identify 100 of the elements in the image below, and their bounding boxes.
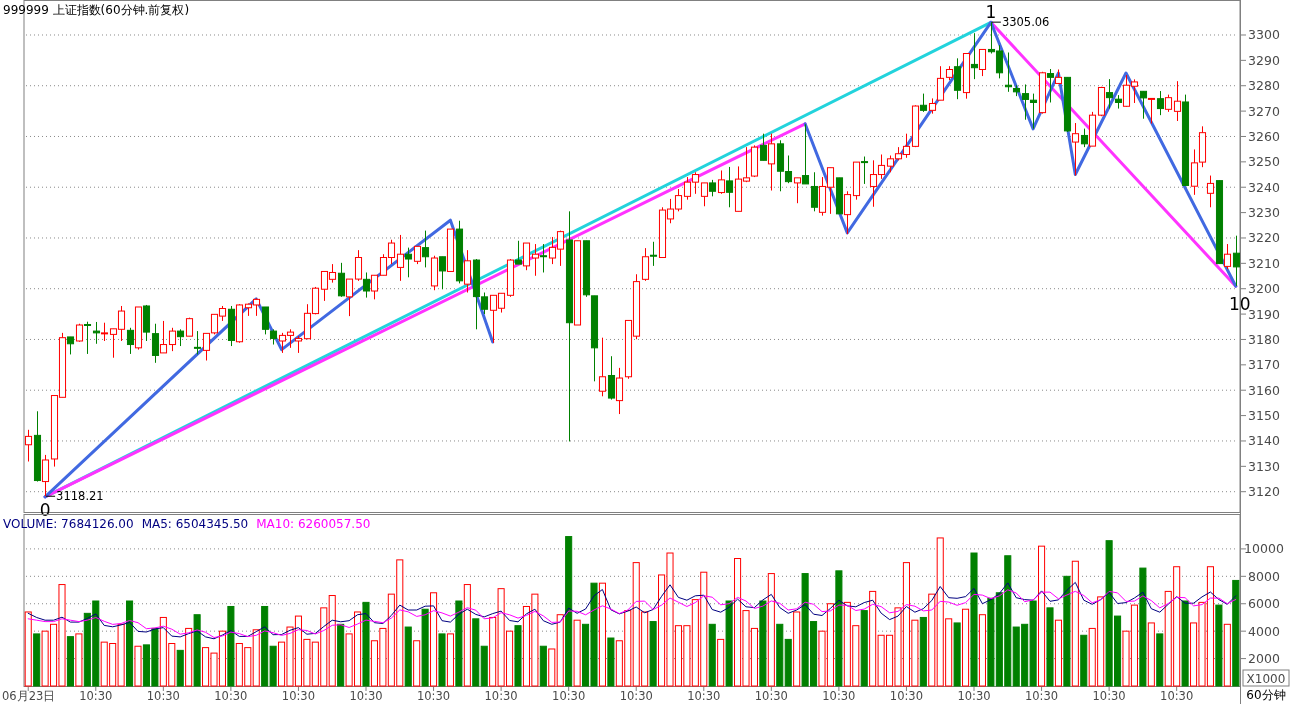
candlestick bbox=[100, 322, 109, 342]
candlestick bbox=[1071, 122, 1080, 177]
bar bbox=[455, 600, 463, 687]
bar bbox=[1223, 623, 1231, 687]
candlestick bbox=[531, 243, 540, 277]
bar bbox=[919, 616, 927, 687]
bar bbox=[413, 640, 421, 687]
y-tick-label: 4000 bbox=[1248, 623, 1280, 639]
x-tick-label: 10:30 bbox=[79, 689, 113, 703]
x-tick-label: 10:30 bbox=[1024, 689, 1059, 703]
text: MA10: 6260057.50 bbox=[256, 517, 371, 531]
x-tick-label: 10:30 bbox=[1160, 689, 1194, 703]
y-tick-label: 3240 bbox=[1248, 179, 1280, 195]
candlestick bbox=[404, 247, 413, 278]
y-tick-label: 2000 bbox=[1248, 651, 1280, 667]
x-tick-label: 10:30 bbox=[889, 689, 924, 703]
y-tick-label: 3300 bbox=[1248, 27, 1280, 43]
bar bbox=[767, 573, 775, 687]
candlestick bbox=[159, 320, 168, 354]
chart-title: 999999 上证指数(60分钟.前复权) bbox=[3, 3, 190, 17]
bar bbox=[1071, 560, 1079, 687]
bar bbox=[463, 584, 471, 687]
y-tick-label: 3250 bbox=[1248, 154, 1280, 170]
text: MA5: 6504345.50 bbox=[141, 517, 249, 531]
y-tick-label: 3270 bbox=[1248, 103, 1280, 119]
bar bbox=[1063, 575, 1071, 687]
chart-title: VOLUME: 7684126.00 bbox=[3, 517, 134, 531]
y-tick-label: 3160 bbox=[1248, 382, 1280, 398]
bar bbox=[928, 593, 936, 687]
candlestick bbox=[1021, 83, 1030, 121]
bar bbox=[759, 600, 767, 687]
y-tick-label: 3130 bbox=[1248, 458, 1280, 474]
candlestick bbox=[700, 182, 709, 207]
candlestick bbox=[421, 230, 430, 268]
candlestick bbox=[1105, 78, 1114, 110]
candlestick bbox=[362, 271, 371, 299]
y-tick-label: 3190 bbox=[1248, 306, 1280, 322]
bar bbox=[438, 633, 446, 687]
text: 60分钟 bbox=[1246, 688, 1286, 702]
candlestick bbox=[1156, 90, 1165, 116]
candlestick bbox=[337, 262, 346, 298]
candlestick bbox=[953, 57, 962, 100]
candlestick bbox=[1223, 243, 1232, 270]
y-tick-label: 3120 bbox=[1248, 484, 1280, 500]
candlestick bbox=[1147, 97, 1156, 125]
bar bbox=[978, 614, 986, 687]
y-tick-label: 10000 bbox=[1244, 541, 1284, 557]
candlestick bbox=[607, 355, 616, 401]
candlestick bbox=[522, 242, 531, 271]
candlestick bbox=[345, 278, 354, 317]
x-tick-label: 10:30 bbox=[822, 689, 856, 703]
y-tick-label: 6000 bbox=[1248, 596, 1280, 612]
y-tick-label: 3290 bbox=[1248, 52, 1280, 68]
bar bbox=[708, 623, 716, 687]
bar bbox=[598, 582, 606, 687]
candlestick bbox=[168, 327, 177, 352]
candlestick bbox=[1173, 80, 1182, 122]
bar bbox=[776, 623, 784, 687]
bar bbox=[1181, 600, 1189, 687]
bar bbox=[1054, 619, 1062, 687]
candlestick bbox=[860, 156, 869, 185]
candlestick bbox=[193, 330, 202, 355]
bar bbox=[66, 636, 74, 687]
candlestick bbox=[24, 429, 33, 463]
candlestick bbox=[725, 166, 734, 208]
bar bbox=[421, 608, 429, 687]
bar bbox=[185, 627, 193, 687]
candlestick bbox=[438, 256, 447, 290]
bar bbox=[134, 645, 142, 687]
bar bbox=[1139, 567, 1147, 687]
bar bbox=[514, 625, 522, 687]
candlestick bbox=[514, 240, 523, 265]
x-tick-label: 10:30 bbox=[1092, 689, 1126, 703]
x-tick-label: 10:30 bbox=[619, 689, 653, 703]
candlestick bbox=[1046, 68, 1055, 103]
candlestick bbox=[1139, 90, 1148, 120]
candlestick bbox=[151, 323, 160, 364]
candlestick bbox=[598, 337, 607, 397]
candlestick bbox=[810, 171, 819, 212]
bar bbox=[472, 618, 480, 687]
x-tick-label: 10:30 bbox=[416, 689, 451, 703]
candlestick bbox=[126, 327, 135, 355]
y-tick-label: 8000 bbox=[1248, 568, 1280, 584]
annotation: 3305.06 bbox=[1001, 15, 1050, 30]
x-tick-label: 10:30 bbox=[687, 689, 721, 703]
x-tick-label: 10:30 bbox=[754, 689, 788, 703]
y-axis-title: X1000 bbox=[1246, 671, 1286, 686]
bar bbox=[556, 614, 564, 687]
candlestick bbox=[1080, 128, 1089, 148]
y-tick-label: 3200 bbox=[1248, 281, 1280, 297]
x-tick-label: 10:30 bbox=[146, 689, 180, 703]
candlestick bbox=[615, 367, 624, 415]
bar bbox=[548, 648, 556, 687]
bar bbox=[1080, 634, 1088, 687]
candlestick bbox=[1232, 235, 1241, 287]
candlestick bbox=[649, 241, 658, 267]
bar bbox=[33, 633, 41, 687]
bar bbox=[252, 629, 260, 687]
annotation: 3118.21 bbox=[56, 489, 104, 504]
bar bbox=[176, 649, 184, 687]
